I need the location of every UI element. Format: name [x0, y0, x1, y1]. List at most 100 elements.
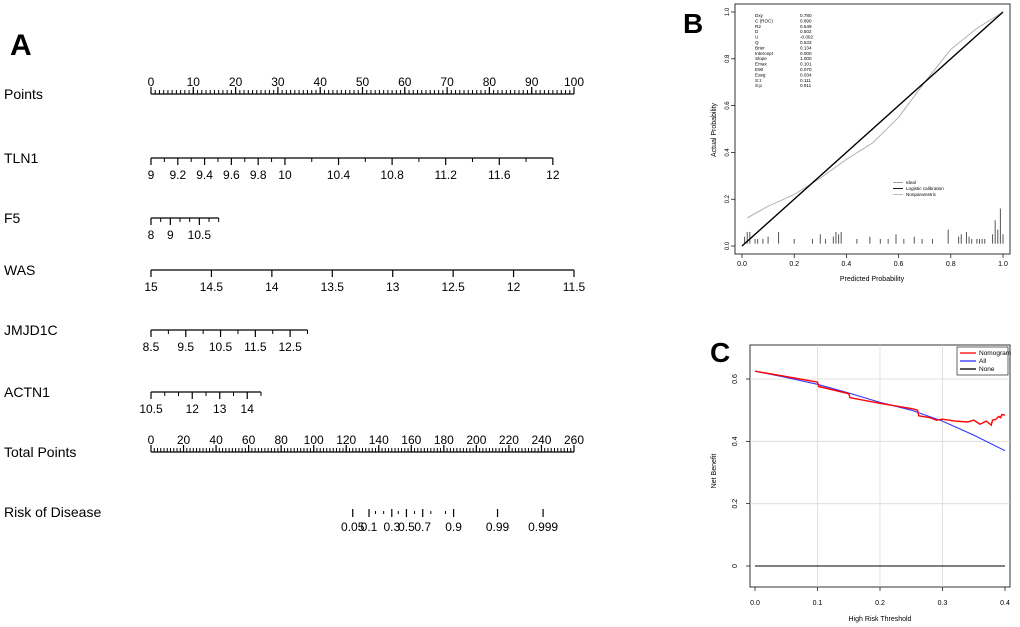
decision-curve-x-tick-label: 0.1 — [813, 600, 823, 607]
calibration-x-tick-label: 0.2 — [789, 261, 799, 268]
row-label-tln1: TLN1 — [4, 150, 38, 166]
tick-label-points: 20 — [229, 75, 243, 89]
tick-label-tln1: 9.2 — [169, 168, 186, 182]
tick-label-jmjd1c: 8.5 — [143, 340, 160, 354]
risk-tick-label: 0.7 — [414, 520, 431, 534]
calibration-x-label: Predicted Probability — [840, 276, 905, 283]
tick-label-total-points: 120 — [336, 433, 356, 447]
risk-tick-label: 0.999 — [528, 520, 558, 534]
calibration-stat-name: R2 — [755, 24, 761, 29]
calibration-stat-name: Dxy — [755, 13, 764, 18]
tick-label-f5: 8 — [148, 228, 155, 242]
decision-curve-y-tick-label: 0 — [732, 564, 739, 568]
calibration-x-tick-label: 0.4 — [842, 261, 852, 268]
decision-curve-series-all — [754, 370, 1006, 452]
calibration-stat-value: 0.101 — [800, 62, 812, 67]
calibration-stat-name: Brier — [755, 45, 765, 50]
calibration-stat-name: D — [755, 29, 759, 34]
tick-label-was: 13.5 — [321, 280, 345, 294]
tick-label-total-points: 160 — [401, 433, 421, 447]
decision-curve-y-tick-label: 0.4 — [732, 436, 739, 446]
calibration-stat-name: S:p — [755, 83, 762, 88]
tick-label-actn1: 10.5 — [139, 402, 163, 416]
tick-label-tln1: 12 — [546, 168, 560, 182]
calibration-x-tick-label: 0.0 — [737, 261, 747, 268]
tick-label-was: 15 — [144, 280, 158, 294]
tick-label-points: 0 — [148, 75, 155, 89]
calibration-y-tick-label: 0.2 — [725, 194, 731, 203]
tick-label-tln1: 10.8 — [380, 168, 404, 182]
tick-label-total-points: 0 — [148, 433, 155, 447]
decision-curve-y-label: Net Benefit — [711, 454, 718, 489]
tick-label-tln1: 10 — [278, 168, 292, 182]
tick-label-tln1: 11.6 — [488, 168, 511, 182]
tick-label-actn1: 14 — [241, 402, 255, 416]
tick-label-tln1: 9.8 — [250, 168, 267, 182]
tick-label-total-points: 100 — [304, 433, 324, 447]
risk-tick-label: 0.05 — [341, 520, 365, 534]
tick-label-points: 30 — [271, 75, 285, 89]
calibration-stat-value: 0.034 — [800, 72, 812, 77]
calibration-stat-name: E90 — [755, 67, 764, 72]
tick-label-points: 80 — [483, 75, 497, 89]
calibration-stat-value: 0.134 — [800, 45, 812, 50]
calibration-stat-value: 0.070 — [800, 67, 812, 72]
tick-label-tln1: 9.6 — [223, 168, 240, 182]
row-label-risk-of-disease: Risk of Disease — [4, 504, 101, 520]
calibration-legend-label: Ideal — [906, 180, 916, 185]
tick-label-tln1: 10.4 — [327, 168, 351, 182]
calibration-chart: Predicted Probability Actual Probability… — [711, 3, 1011, 283]
calibration-x-tick-label: 1.0 — [998, 261, 1008, 268]
decision-curve-x-tick-label: 0.4 — [1000, 600, 1010, 607]
tick-label-total-points: 60 — [242, 433, 256, 447]
calibration-y-tick-label: 0.0 — [725, 241, 731, 250]
calibration-y-tick-label: 0.4 — [725, 148, 731, 157]
tick-label-total-points: 20 — [177, 433, 191, 447]
tick-label-tln1: 11.2 — [434, 168, 457, 182]
risk-tick-label: 0.1 — [361, 520, 378, 534]
calibration-stat-name: U — [755, 35, 758, 40]
calibration-stat-name: Emax — [755, 62, 767, 67]
panel-c-label: C — [710, 337, 730, 368]
calibration-stat-name: S:z — [755, 78, 762, 83]
tick-label-actn1: 13 — [213, 402, 227, 416]
calibration-stat-value: 0.111 — [800, 78, 811, 83]
calibration-stat-value: 0.502 — [800, 29, 812, 34]
decision-curve-legend-label: None — [979, 366, 995, 373]
calibration-stat-name: C (ROC) — [755, 18, 773, 23]
calibration-ideal-line — [741, 11, 1004, 247]
tick-label-points: 10 — [187, 75, 201, 89]
decision-curve-y-tick-label: 0.2 — [732, 499, 739, 509]
risk-tick-label: 0.3 — [383, 520, 400, 534]
tick-label-jmjd1c: 10.5 — [209, 340, 233, 354]
calibration-stat-name: Slope — [755, 56, 767, 61]
calibration-stat-value: -0.002 — [800, 35, 813, 40]
calibration-stat-value: 0.000 — [800, 51, 812, 56]
calibration-stat-value: 1.000 — [800, 56, 812, 61]
tick-label-total-points: 200 — [466, 433, 486, 447]
tick-label-tln1: 9 — [148, 168, 155, 182]
tick-label-tln1: 9.4 — [196, 168, 213, 182]
calibration-x-tick-label: 0.8 — [946, 261, 956, 268]
tick-label-points: 40 — [314, 75, 328, 89]
tick-label-points: 50 — [356, 75, 370, 89]
panel-b-label: B — [683, 8, 703, 39]
calibration-stat-value: 0.911 — [800, 83, 812, 88]
tick-label-was: 11.5 — [563, 280, 586, 294]
row-label-points: Points — [4, 86, 43, 102]
tick-label-total-points: 240 — [531, 433, 551, 447]
decision-curve-y-tick-label: 0.6 — [732, 374, 739, 384]
tick-label-total-points: 40 — [209, 433, 223, 447]
calibration-stat-name: Q — [755, 40, 759, 45]
calibration-legend-label: Nonparametric — [906, 192, 937, 197]
tick-label-was: 14 — [265, 280, 279, 294]
tick-label-was: 13 — [386, 280, 400, 294]
tick-label-was: 12 — [507, 280, 521, 294]
calibration-x-tick-label: 0.6 — [894, 261, 904, 268]
calibration-y-tick-label: 1.0 — [725, 7, 731, 16]
tick-label-actn1: 12 — [186, 402, 200, 416]
tick-label-points: 90 — [525, 75, 539, 89]
calibration-stat-name: Intercept — [755, 51, 774, 56]
